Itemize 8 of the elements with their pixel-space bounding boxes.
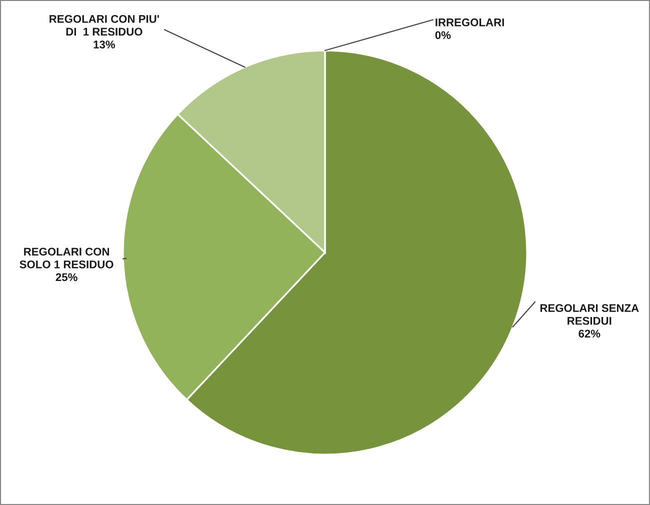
slice-label: REGOLARI SENZA RESIDUI [540,304,639,325]
text: 0% [435,31,451,40]
data-label: 62% [578,330,600,338]
slice-label: REGOLARI CON PIU' DI 1 RESIDUO [50,15,159,36]
data-label: 13% [94,40,116,48]
data-label: 25% [56,273,78,282]
category-label: IRREGOLARI [436,18,504,26]
slice-label: REGOLARI CON SOLO 1 RESIDUO [20,248,114,268]
